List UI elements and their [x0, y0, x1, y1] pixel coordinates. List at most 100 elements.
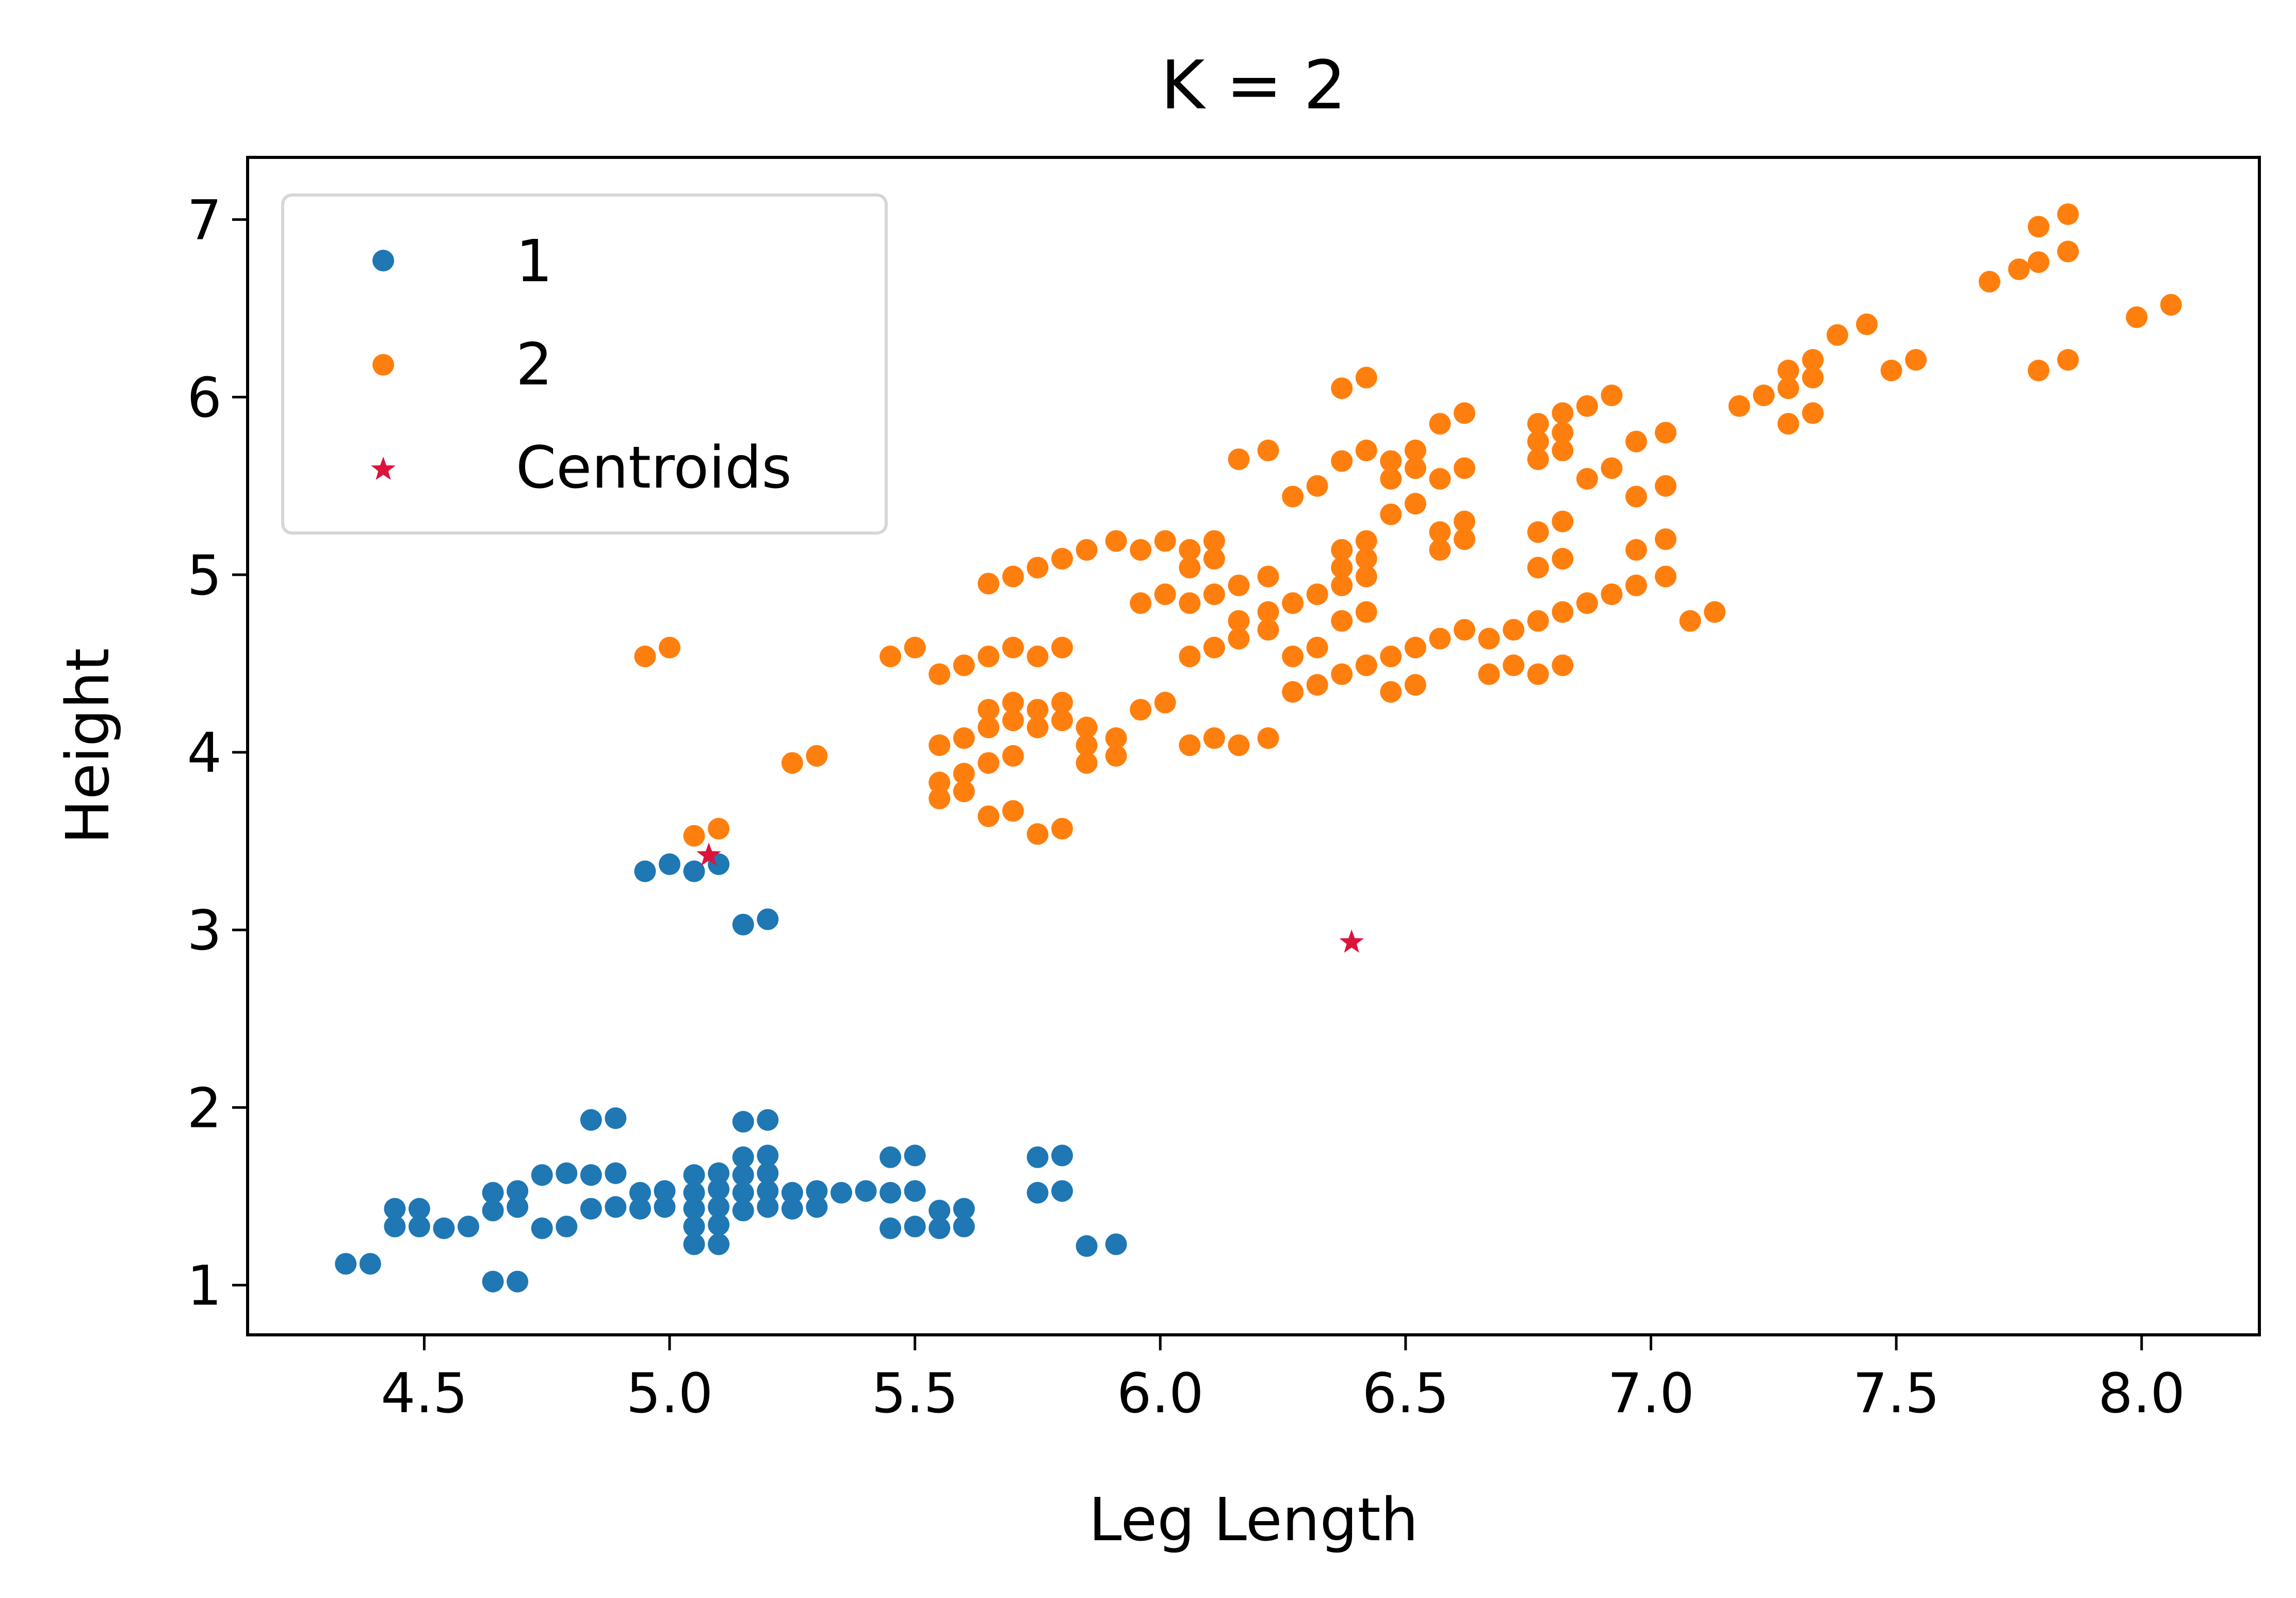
series-2-point — [978, 645, 1000, 668]
series-2-point — [1257, 601, 1279, 623]
series-1-point — [732, 1110, 754, 1133]
y-axis-label: Height — [54, 648, 123, 844]
series-2-point — [1154, 530, 1176, 552]
series-1-point — [507, 1180, 529, 1202]
series-1-point — [683, 1182, 705, 1204]
series-1-point — [708, 1196, 730, 1218]
series-2-point — [659, 636, 681, 658]
series-2-point — [1978, 270, 2000, 293]
series-2-point — [1429, 467, 1451, 490]
series-2-point — [1777, 377, 1799, 399]
series-2-point — [1179, 592, 1201, 614]
series-1-point — [953, 1198, 975, 1220]
series-2-point — [1002, 691, 1024, 714]
series-2-point — [953, 654, 975, 676]
series-2-point — [1777, 360, 1799, 382]
x-tick-label: 5.0 — [626, 1362, 713, 1425]
series-1-point — [1076, 1235, 1098, 1257]
series-2-point — [1130, 592, 1152, 614]
series-2-point — [1380, 645, 1402, 668]
series-1-point — [556, 1216, 578, 1238]
series-2-point — [1051, 709, 1073, 732]
y-tick-label: 4 — [187, 721, 222, 785]
series-2-point — [1282, 645, 1304, 668]
series-2-point — [1027, 645, 1049, 668]
series-2-point — [1527, 521, 1549, 543]
series-1-point — [556, 1162, 578, 1184]
series-2-point — [1478, 663, 1500, 685]
series-2-point — [1027, 699, 1049, 721]
series-2-point — [978, 752, 1000, 774]
series-1-point — [830, 1182, 852, 1204]
series-1-point — [605, 1107, 627, 1129]
series-2-point — [1203, 727, 1225, 749]
series-1-point — [708, 1178, 730, 1200]
series-2-point — [1027, 716, 1049, 738]
series-1-point — [904, 1180, 926, 1202]
series-2-point — [1105, 745, 1127, 767]
series-1-point — [683, 1198, 705, 1220]
series-1-point — [904, 1216, 926, 1238]
series-2-point — [1051, 691, 1073, 714]
series-2-point — [1527, 610, 1549, 632]
series-2-point — [929, 771, 951, 794]
series-2-point — [1179, 645, 1201, 668]
series-1-point — [855, 1180, 877, 1202]
series-1-point — [781, 1182, 803, 1204]
series-2-point — [904, 636, 926, 658]
series-1-point — [757, 908, 779, 930]
x-tick-label: 8.0 — [2098, 1362, 2185, 1425]
series-2-point — [1601, 384, 1623, 407]
series-2-point — [1527, 430, 1549, 453]
series-2-point — [1228, 448, 1250, 471]
series-1-point — [531, 1217, 553, 1239]
series-2-point — [1601, 583, 1623, 605]
series-2-point — [1257, 566, 1279, 588]
series-2-point — [1228, 627, 1250, 650]
series-1-point — [605, 1196, 627, 1218]
series-2-point — [1002, 800, 1024, 822]
series-1-point — [880, 1146, 902, 1168]
series-1-point — [953, 1216, 975, 1238]
series-1-point — [683, 1233, 705, 1255]
series-2-point — [1777, 413, 1799, 435]
legend-marker-1 — [372, 250, 394, 271]
series-2-point — [1552, 601, 1574, 623]
series-2-point — [1051, 818, 1073, 840]
series-2-point — [1552, 654, 1574, 676]
y-tick-label: 1 — [187, 1254, 222, 1318]
series-2-point — [1503, 619, 1525, 641]
series-2-point — [1306, 636, 1328, 658]
series-2-point — [1905, 349, 1927, 371]
series-2-point — [1154, 583, 1176, 605]
series-1-point — [507, 1270, 529, 1293]
series-2-point — [1601, 457, 1623, 479]
series-2-point — [1331, 377, 1353, 399]
series-2-point — [1527, 448, 1549, 471]
series-1-point — [929, 1200, 951, 1222]
series-2-point — [1306, 583, 1328, 605]
series-2-point — [1105, 530, 1127, 552]
series-2-point — [1527, 663, 1549, 685]
series-1-point — [1027, 1146, 1049, 1168]
series-1-point — [433, 1217, 455, 1239]
series-2-point — [1527, 413, 1549, 435]
series-2-point — [1856, 313, 1878, 335]
series-2-point — [2057, 203, 2079, 225]
series-2-point — [1655, 475, 1677, 497]
series-1-point — [757, 1144, 779, 1167]
series-1-point — [1051, 1180, 1073, 1202]
series-2-point — [1576, 395, 1598, 417]
series-1-point — [659, 853, 681, 875]
series-2-point — [1552, 402, 1574, 424]
series-1-point — [580, 1164, 602, 1186]
series-2-point — [1257, 727, 1279, 749]
series-2-point — [1625, 574, 1647, 596]
series-1-point — [732, 1182, 754, 1204]
series-2-point — [1552, 422, 1574, 444]
series-1-point — [904, 1144, 926, 1167]
series-2-point — [1625, 539, 1647, 561]
series-2-point — [1655, 528, 1677, 551]
x-tick-label: 6.0 — [1117, 1362, 1204, 1425]
series-1-point — [1105, 1233, 1127, 1255]
